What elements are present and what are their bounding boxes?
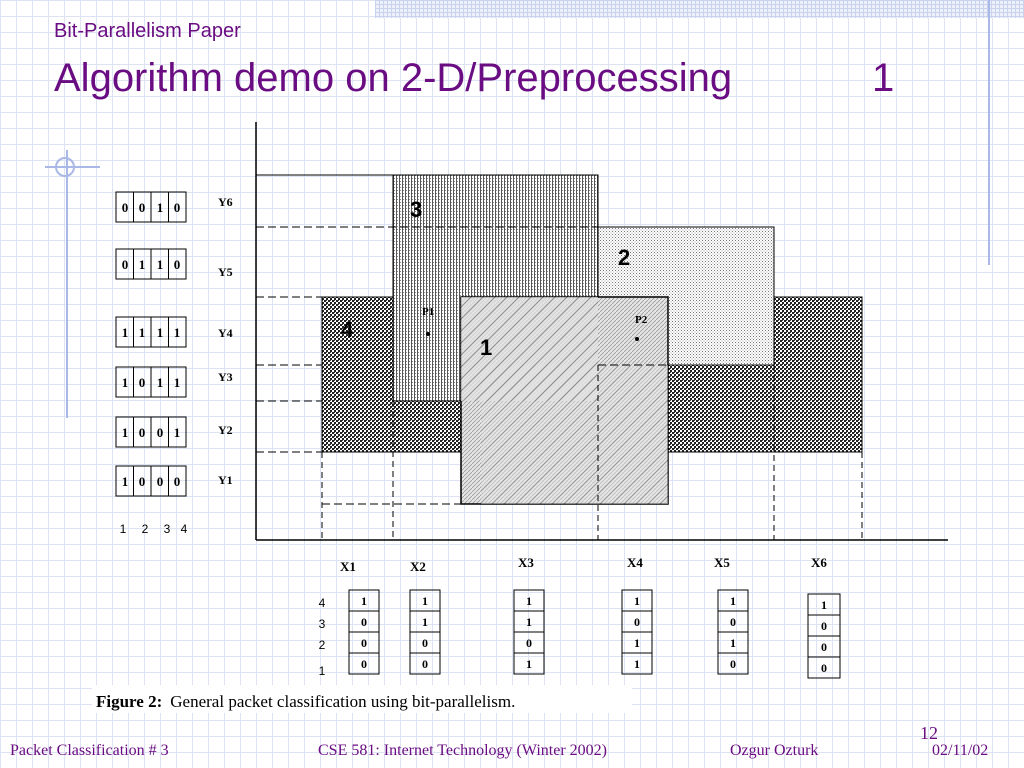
slide-number: 12 <box>920 723 938 743</box>
footer-left: Packet Classification # 3 <box>10 742 169 759</box>
x3-bit-1: 1 <box>526 657 532 671</box>
point-p1-marker <box>426 332 430 336</box>
x6-bit-1: 0 <box>821 661 827 675</box>
footer-author: Ozgur Ozturk <box>730 742 819 759</box>
y2-bit-2: 0 <box>139 425 146 440</box>
x4-bit-3: 0 <box>634 615 640 629</box>
x-label-x5: X5 <box>714 555 730 570</box>
y2-bit-3: 0 <box>157 425 164 440</box>
horizontal-dashed-lines <box>256 226 668 505</box>
y-label-y1: Y1 <box>218 473 233 487</box>
x6-bit-4: 1 <box>821 598 827 612</box>
x4-bit-2: 1 <box>634 636 640 650</box>
footer-date: 02/11/02 <box>932 742 989 759</box>
caption-background <box>92 685 632 713</box>
decorative-vertical-line-left <box>66 150 68 418</box>
rectangle-1-inner-region <box>481 365 668 504</box>
x3-bit-4: 1 <box>526 594 532 608</box>
y4-bit-2: 1 <box>139 325 146 340</box>
x6-bit-2: 0 <box>821 640 827 654</box>
x-label-x6: X6 <box>811 555 827 570</box>
y3-bit-1: 1 <box>122 375 129 390</box>
y4-bit-1: 1 <box>122 325 129 340</box>
x-bit-vectors <box>348 589 841 679</box>
x-row-number-3: 3 <box>319 617 326 631</box>
y3-bit-4: 1 <box>174 375 181 390</box>
vertical-dashed-lines <box>321 365 863 540</box>
decorative-vertical-line-right <box>988 0 990 265</box>
slide-title-number: 1 <box>872 56 895 100</box>
slide-subtitle: Bit-Parallelism Paper <box>54 20 241 42</box>
point-p2-marker <box>635 337 639 341</box>
x-label-x2: X2 <box>410 559 426 574</box>
y3-bit-2: 0 <box>139 375 146 390</box>
y-column-number-4: 4 <box>181 522 188 536</box>
y-column-number-1: 1 <box>120 522 127 536</box>
y-column-number-2: 2 <box>142 522 149 536</box>
y5-bit-4: 0 <box>174 257 181 272</box>
decorative-circle <box>55 157 75 177</box>
x5-bit-3: 0 <box>730 615 736 629</box>
y1-bit-3: 0 <box>157 474 164 489</box>
footer-course: CSE 581: Internet Technology (Winter 200… <box>318 742 607 759</box>
y-column-number-3: 3 <box>164 522 171 536</box>
figure-caption-label: Figure 2: <box>96 692 162 711</box>
x3-bit-2: 0 <box>526 636 532 650</box>
x6-bit-3: 0 <box>821 619 827 633</box>
y3-bit-3: 1 <box>157 375 164 390</box>
y6-bit-3: 1 <box>157 200 164 215</box>
x2-bit-1: 0 <box>422 657 428 671</box>
x5-bit-1: 0 <box>730 657 736 671</box>
figure-caption: Figure 2: General packet classification u… <box>96 692 515 711</box>
y1-bit-1: 1 <box>122 474 129 489</box>
rectangle-2-label: 2 <box>618 245 630 270</box>
x-label-x1: X1 <box>340 559 356 574</box>
x1-bit-4: 1 <box>361 594 367 608</box>
y6-bit-2: 0 <box>139 200 146 215</box>
x-row-number-4: 4 <box>319 596 326 610</box>
point-p1-label: P1 <box>422 306 434 318</box>
y5-bit-3: 1 <box>157 257 164 272</box>
header-pattern-band <box>375 0 1024 18</box>
y4-bit-4: 1 <box>174 325 181 340</box>
y1-bit-2: 0 <box>139 474 146 489</box>
x1-bit-3: 0 <box>361 615 367 629</box>
x2-bit-3: 1 <box>422 615 428 629</box>
point-p2-label: P2 <box>635 314 648 326</box>
y5-bit-2: 1 <box>139 257 146 272</box>
x-label-x4: X4 <box>627 555 643 570</box>
y-label-y6: Y6 <box>218 195 233 209</box>
x4-bit-1: 1 <box>634 657 640 671</box>
x2-bit-2: 0 <box>422 636 428 650</box>
y6-bit-1: 0 <box>122 200 129 215</box>
figure-caption-text: General packet classification using bit-… <box>170 692 515 711</box>
x3-bit-3: 1 <box>526 615 532 629</box>
x-row-number-2: 2 <box>319 638 326 652</box>
x5-bit-4: 1 <box>730 594 736 608</box>
y-label-y4: Y4 <box>218 326 233 340</box>
rectangle-3-label: 3 <box>410 197 422 222</box>
rectangle-1-label: 1 <box>480 335 492 360</box>
x1-bit-1: 0 <box>361 657 367 671</box>
x-row-number-1: 1 <box>319 664 326 678</box>
x2-bit-4: 1 <box>422 594 428 608</box>
x1-bit-2: 0 <box>361 636 367 650</box>
x5-bit-2: 1 <box>730 636 736 650</box>
x4-bit-4: 1 <box>634 594 640 608</box>
rectangle-4-label: 4 <box>341 317 354 342</box>
slide-title: Algorithm demo on 2-D/Preprocessing <box>54 56 733 100</box>
y-label-y3: Y3 <box>218 370 233 384</box>
y5-bit-1: 0 <box>122 257 129 272</box>
y-label-y2: Y2 <box>218 423 233 437</box>
y-label-y5: Y5 <box>218 265 233 279</box>
x-label-x3: X3 <box>518 555 534 570</box>
y6-bit-4: 0 <box>174 200 181 215</box>
y-bit-vectors <box>115 191 187 497</box>
y2-bit-4: 1 <box>174 425 181 440</box>
y2-bit-1: 1 <box>122 425 129 440</box>
y1-bit-4: 0 <box>174 474 181 489</box>
y4-bit-3: 1 <box>157 325 164 340</box>
